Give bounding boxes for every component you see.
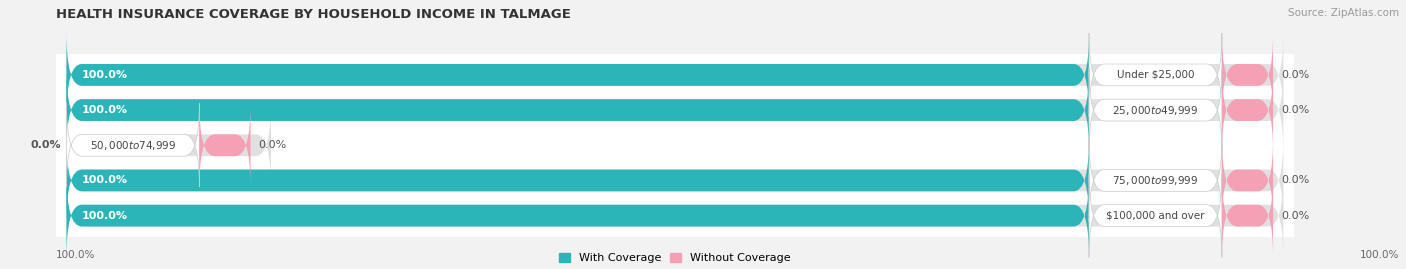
Text: 0.0%: 0.0%	[1281, 105, 1309, 115]
Text: Under $25,000: Under $25,000	[1116, 70, 1194, 80]
Legend: With Coverage, Without Coverage: With Coverage, Without Coverage	[560, 253, 790, 263]
FancyBboxPatch shape	[1090, 139, 1222, 222]
Text: 100.0%: 100.0%	[1360, 250, 1399, 260]
FancyBboxPatch shape	[66, 103, 271, 187]
Text: 100.0%: 100.0%	[82, 70, 128, 80]
FancyBboxPatch shape	[66, 68, 1284, 152]
FancyBboxPatch shape	[1222, 174, 1272, 257]
Text: 0.0%: 0.0%	[31, 140, 62, 150]
FancyBboxPatch shape	[66, 33, 1284, 117]
Text: 0.0%: 0.0%	[1281, 211, 1309, 221]
Text: HEALTH INSURANCE COVERAGE BY HOUSEHOLD INCOME IN TALMAGE: HEALTH INSURANCE COVERAGE BY HOUSEHOLD I…	[56, 8, 571, 21]
Text: 100.0%: 100.0%	[82, 211, 128, 221]
Text: $100,000 and over: $100,000 and over	[1107, 211, 1205, 221]
Text: 100.0%: 100.0%	[82, 105, 128, 115]
FancyBboxPatch shape	[66, 174, 1284, 257]
FancyBboxPatch shape	[1222, 139, 1272, 222]
FancyBboxPatch shape	[200, 103, 250, 187]
FancyBboxPatch shape	[1222, 33, 1272, 117]
Text: 0.0%: 0.0%	[259, 140, 287, 150]
Text: $25,000 to $49,999: $25,000 to $49,999	[1112, 104, 1199, 116]
Text: 100.0%: 100.0%	[82, 175, 128, 185]
Text: 100.0%: 100.0%	[56, 250, 96, 260]
FancyBboxPatch shape	[66, 139, 1284, 222]
FancyBboxPatch shape	[66, 103, 200, 187]
Text: Source: ZipAtlas.com: Source: ZipAtlas.com	[1288, 8, 1399, 18]
Text: $75,000 to $99,999: $75,000 to $99,999	[1112, 174, 1199, 187]
Text: $50,000 to $74,999: $50,000 to $74,999	[90, 139, 176, 152]
FancyBboxPatch shape	[66, 33, 1090, 117]
Text: 0.0%: 0.0%	[1281, 70, 1309, 80]
FancyBboxPatch shape	[1090, 33, 1222, 117]
FancyBboxPatch shape	[66, 68, 1090, 152]
FancyBboxPatch shape	[1090, 68, 1222, 152]
FancyBboxPatch shape	[66, 139, 1090, 222]
FancyBboxPatch shape	[1090, 174, 1222, 257]
FancyBboxPatch shape	[66, 174, 1090, 257]
FancyBboxPatch shape	[1222, 68, 1272, 152]
Text: 0.0%: 0.0%	[1281, 175, 1309, 185]
